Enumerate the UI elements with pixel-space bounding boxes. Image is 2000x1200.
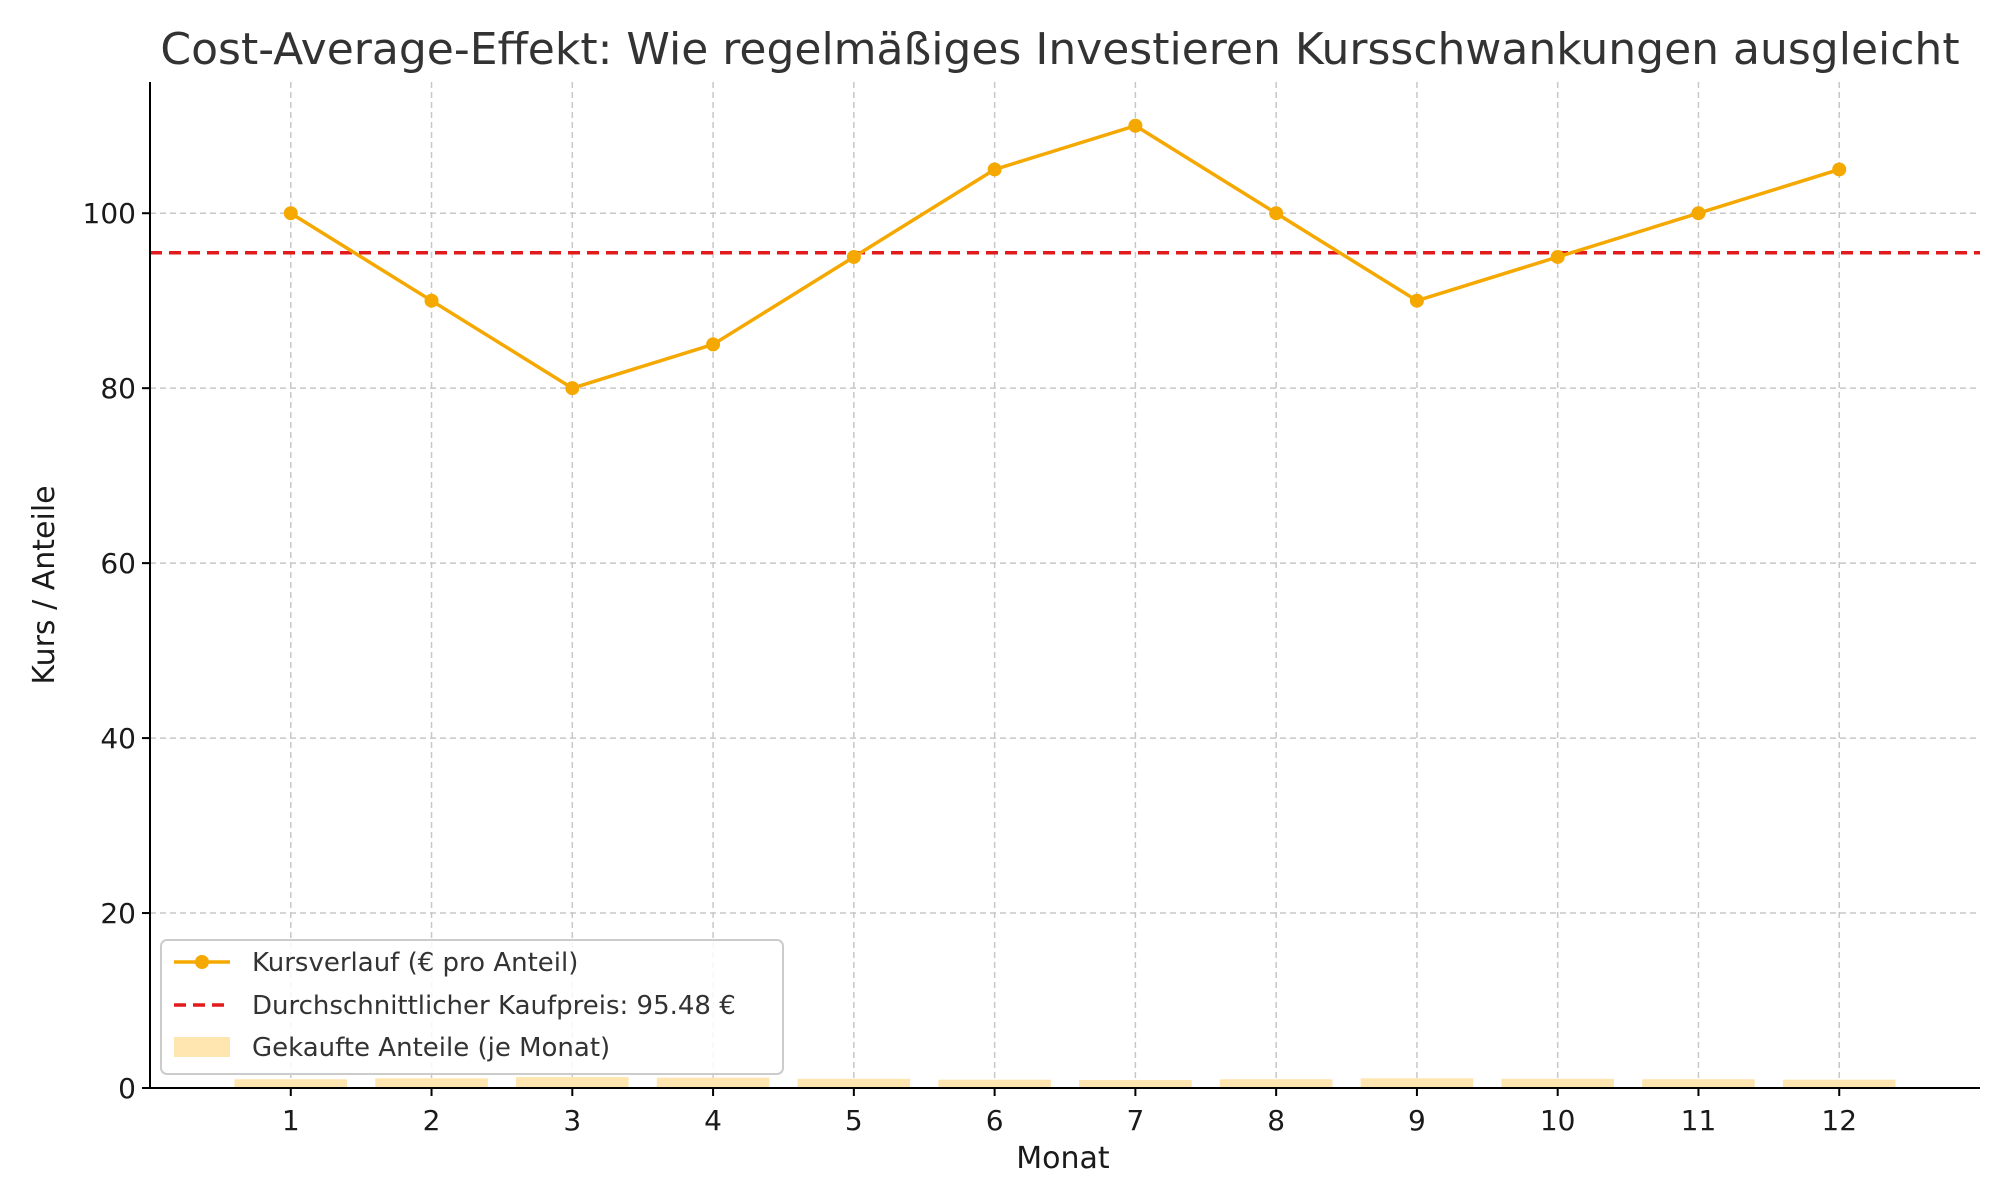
x-tick-label: 5 <box>845 1104 863 1137</box>
x-tick-label: 12 <box>1821 1104 1857 1137</box>
bar <box>1782 1079 1896 1088</box>
legend-marker-price <box>195 955 209 969</box>
bar <box>797 1078 911 1088</box>
price-point <box>1128 118 1143 133</box>
legend-box <box>160 939 784 1075</box>
y-tick-label: 20 <box>100 897 136 930</box>
y-axis-label: Kurs / Anteile <box>27 485 62 684</box>
axes <box>149 82 1980 1089</box>
x-tick-label: 9 <box>1408 1104 1426 1137</box>
price-point <box>1691 206 1706 221</box>
bar <box>1501 1078 1614 1088</box>
price-line-series <box>283 118 1847 396</box>
bar <box>1219 1079 1333 1088</box>
x-tick-label: 11 <box>1681 1104 1717 1137</box>
x-tick-label: 1 <box>282 1104 300 1137</box>
price-point <box>1832 162 1847 177</box>
price-point <box>987 162 1002 177</box>
y-tick-label: 100 <box>83 197 136 230</box>
price-point <box>1269 206 1284 221</box>
legend: Kursverlauf (€ pro Anteil) Durchschnittl… <box>160 939 784 1075</box>
bar <box>656 1077 770 1088</box>
bar-series <box>234 1077 1896 1088</box>
price-point <box>283 206 298 221</box>
bar <box>1079 1080 1192 1088</box>
y-tick-label: 80 <box>100 372 136 405</box>
price-line <box>289 123 1840 390</box>
x-tick-label: 6 <box>986 1104 1004 1137</box>
bar <box>1360 1078 1474 1088</box>
price-point <box>1550 249 1565 264</box>
chart-title: Cost-Average-Effekt: Wie regelmäßiges In… <box>160 24 1959 75</box>
y-tick-label: 0 <box>118 1072 136 1105</box>
y-tick-label: 60 <box>100 547 136 580</box>
legend-label-price: Kursverlauf (€ pro Anteil) <box>252 948 578 978</box>
x-tick-label: 10 <box>1540 1104 1576 1137</box>
x-tick-label: 4 <box>704 1104 722 1137</box>
bar <box>1642 1079 1755 1088</box>
price-point <box>565 381 580 396</box>
bar <box>938 1079 1051 1088</box>
bar <box>375 1078 488 1088</box>
x-axis-label: Monat <box>1016 1141 1110 1176</box>
price-point <box>1409 293 1424 308</box>
y-tick-label: 40 <box>100 722 136 755</box>
x-tick-label: 2 <box>423 1104 441 1137</box>
legend-label-bars: Gekaufte Anteile (je Monat) <box>252 1033 610 1063</box>
legend-label-average: Durchschnittlicher Kaufpreis: 95.48 € <box>252 991 736 1021</box>
grid <box>150 82 1980 1088</box>
x-tick-label: 3 <box>563 1104 581 1137</box>
price-point <box>846 249 861 264</box>
legend-swatch-bars <box>174 1037 230 1057</box>
bar <box>516 1077 629 1088</box>
bar <box>234 1079 348 1088</box>
price-point <box>424 293 439 308</box>
price-point <box>706 337 721 352</box>
x-tick-label: 8 <box>1267 1104 1285 1137</box>
x-tick-label: 7 <box>1126 1104 1144 1137</box>
